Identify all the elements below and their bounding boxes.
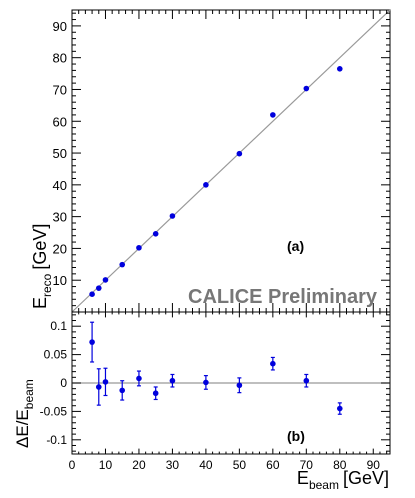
bottom-axis-ticks: -0.1 -0.05 0 0.05 0.1 0 10 20 30 40 50 60 70 80 90 (40, 312, 390, 472)
top-y-tick-label: 90 (53, 19, 67, 34)
bottom-data-point (89, 339, 95, 345)
top-data-point (89, 291, 95, 297)
top-y-axis-title: Ereco [GeV] (30, 224, 54, 309)
top-y-tick-label: 40 (53, 178, 67, 193)
top-y-tick-label: 30 (53, 210, 67, 225)
bottom-x-tick-label: 20 (132, 458, 146, 472)
top-ylabel-main: E (30, 297, 50, 309)
bottom-y-tick-label: 0.05 (44, 348, 68, 362)
bottom-x-tick-label: 30 (166, 458, 180, 472)
top-data-point (169, 213, 176, 219)
top-data-point (203, 182, 209, 188)
bottom-data-point (203, 379, 209, 386)
top-y-tick-label: 20 (53, 241, 67, 256)
top-ylabel-sub: reco (40, 273, 54, 297)
top-y-tick-label: 70 (53, 82, 67, 97)
watermark: CALICE Preliminary (188, 286, 378, 308)
bottom-x-tick-label: 90 (367, 458, 381, 472)
bottom-x-tick-label: 80 (333, 458, 347, 472)
bottom-data-point (236, 382, 243, 389)
bottom-data-point (119, 387, 126, 394)
top-panel-label: (a) (287, 238, 304, 254)
bottom-x-tick-label: 70 (300, 458, 314, 472)
top-data-point (119, 261, 126, 268)
top-data-point (303, 85, 310, 92)
top-y-tick-label: 10 (53, 273, 67, 288)
top-data-point (102, 277, 109, 283)
bottom-x-tick-label: 40 (199, 458, 213, 472)
bottom-x-tick-label: 60 (266, 458, 280, 472)
xlabel-main: E (297, 468, 309, 488)
top-y-tick-label: 80 (53, 51, 67, 66)
bottom-ylabel-sub: beam (22, 379, 36, 409)
top-data-points (89, 66, 343, 297)
bottom-y-tick-label: 0.1 (50, 319, 67, 333)
bottom-data-point (136, 375, 142, 382)
bottom-y-axis-title: ΔE/Ebeam (13, 379, 36, 448)
top-data-point (152, 230, 159, 237)
top-ylabel-unit: [GeV] (30, 224, 50, 270)
top-y-tick-label: 60 (53, 114, 67, 129)
xlabel-sub: beam (309, 478, 339, 492)
bottom-data-points (89, 321, 343, 415)
top-y-tick-label: 50 (53, 146, 67, 161)
top-reference-line (71, 9, 391, 313)
bottom-data-point (303, 377, 310, 384)
bottom-data-point (270, 360, 276, 367)
x-axis-title: Ebeam [GeV] (297, 468, 389, 492)
bottom-ylabel-main: ΔE/E (13, 409, 32, 448)
top-axis-ticks: 10 20 30 40 50 60 70 80 90 (53, 10, 390, 313)
diagonal-line (71, 9, 391, 313)
bottom-y-tick-label: 0 (60, 376, 67, 390)
bottom-panel-label: (b) (287, 428, 305, 444)
bottom-data-point (152, 390, 159, 397)
bottom-x-tick-label: 0 (69, 458, 76, 472)
bottom-x-tick-label: 50 (233, 458, 247, 472)
bottom-data-point (102, 379, 109, 385)
xlabel-unit: [GeV] (343, 468, 389, 488)
bottom-y-tick-label: -0.1 (46, 433, 67, 447)
bottom-data-point (95, 384, 102, 390)
top-data-point (136, 244, 142, 251)
bottom-data-point (336, 405, 343, 412)
bottom-y-tick-label: -0.05 (40, 404, 68, 418)
top-data-point (270, 112, 276, 118)
top-data-point (95, 285, 102, 291)
top-data-point (336, 66, 343, 72)
bottom-x-tick-label: 10 (99, 458, 113, 472)
top-data-point (236, 150, 243, 157)
bottom-data-point (169, 377, 176, 384)
